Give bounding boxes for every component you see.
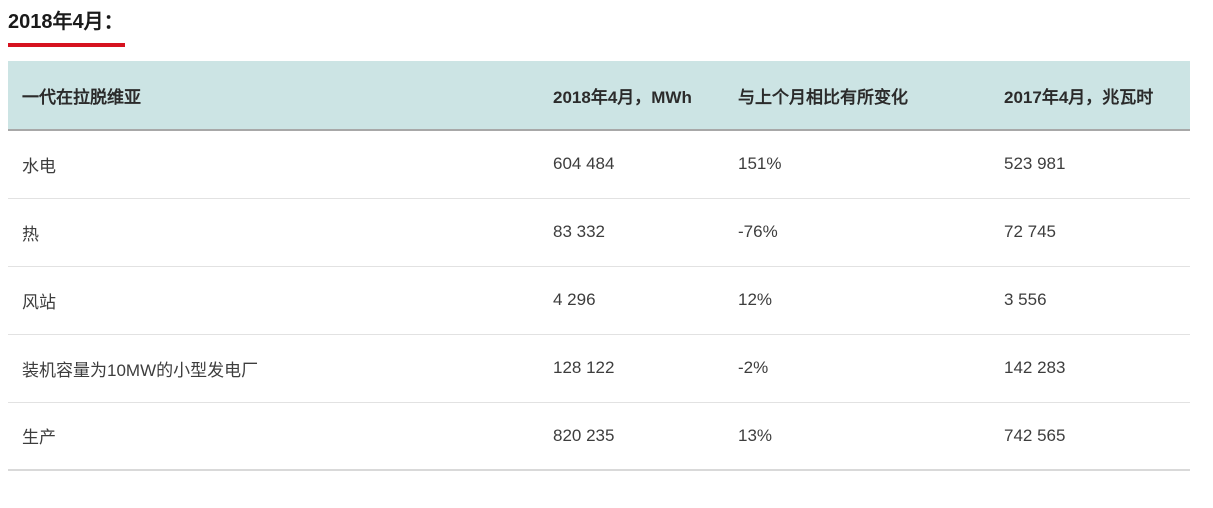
col-header-change: 与上个月相比有所变化 xyxy=(738,61,1004,131)
table-row: 装机容量为10MW的小型发电厂 128 122 -2% 142 283 xyxy=(8,334,1190,403)
cell-2018-value: 83 332 xyxy=(553,198,738,267)
cell-2017-value: 72 745 xyxy=(1004,198,1190,267)
cell-label: 水电 xyxy=(8,130,553,199)
cell-2017-value: 142 283 xyxy=(1004,334,1190,403)
table-row: 风站 4 296 12% 3 556 xyxy=(8,266,1190,335)
cell-change-value: -2% xyxy=(738,334,1004,403)
generation-table: 一代在拉脱维亚 2018年4月，MWh 与上个月相比有所变化 2017年4月，兆… xyxy=(8,61,1190,471)
cell-2018-value: 604 484 xyxy=(553,130,738,199)
table-row: 水电 604 484 151% 523 981 xyxy=(8,130,1190,199)
table-body: 水电 604 484 151% 523 981 热 83 332 -76% 72… xyxy=(8,130,1190,471)
cell-2018-value: 820 235 xyxy=(553,402,738,471)
title-underline xyxy=(8,43,125,47)
cell-label: 风站 xyxy=(8,266,553,335)
col-header-2018-mwh: 2018年4月，MWh xyxy=(553,61,738,131)
col-header-2017-mwh: 2017年4月，兆瓦时 xyxy=(1004,61,1190,131)
table-row: 生产 820 235 13% 742 565 xyxy=(8,402,1190,471)
cell-label: 生产 xyxy=(8,402,553,471)
page-title: 2018年4月： xyxy=(8,11,124,33)
cell-2017-value: 3 556 xyxy=(1004,266,1190,335)
cell-change-value: -76% xyxy=(738,198,1004,267)
cell-change-value: 12% xyxy=(738,266,1004,335)
cell-2017-value: 742 565 xyxy=(1004,402,1190,471)
table-row: 热 83 332 -76% 72 745 xyxy=(8,198,1190,267)
cell-2018-value: 4 296 xyxy=(553,266,738,335)
cell-2018-value: 128 122 xyxy=(553,334,738,403)
col-header-generation: 一代在拉脱维亚 xyxy=(8,61,553,131)
cell-label: 装机容量为10MW的小型发电厂 xyxy=(8,334,553,403)
cell-label: 热 xyxy=(8,198,553,267)
cell-change-value: 151% xyxy=(738,130,1004,199)
cell-2017-value: 523 981 xyxy=(1004,130,1190,199)
cell-change-value: 13% xyxy=(738,402,1004,471)
table-header-row: 一代在拉脱维亚 2018年4月，MWh 与上个月相比有所变化 2017年4月，兆… xyxy=(8,61,1190,131)
